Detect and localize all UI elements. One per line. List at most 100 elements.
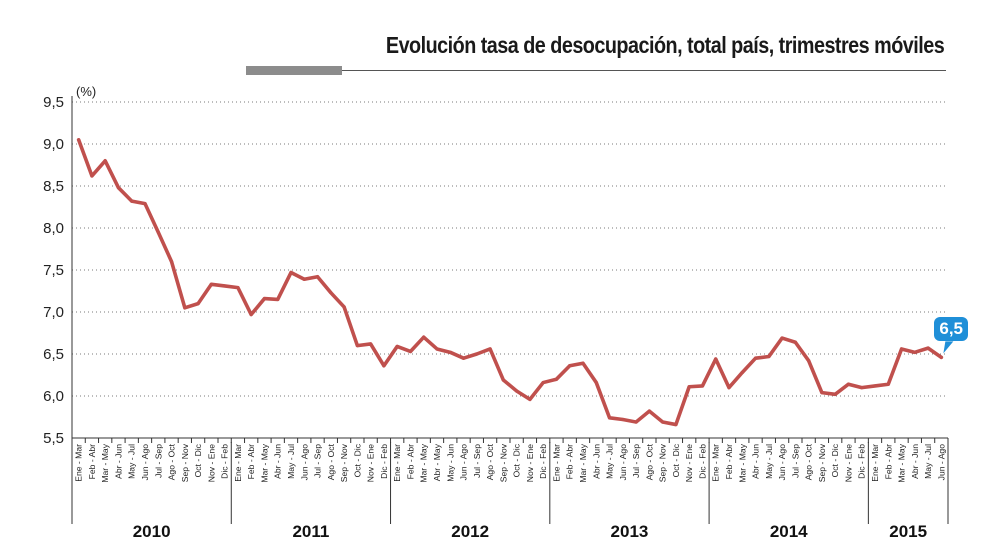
x-tick-label: Feb - Abr [87,444,97,479]
x-tick-label: Oct - Dic [671,443,681,477]
y-tick-label: 9,0 [43,136,64,153]
x-tick-label: Jun - Ago [459,444,469,481]
year-label: 2012 [451,522,489,541]
data-point [183,306,187,310]
x-tick-label: Abr - Jun [113,444,123,479]
x-tick-label: Mar - May [578,443,588,482]
data-point [169,260,174,264]
data-point [607,416,612,420]
x-tick-label: May - Jun [445,444,455,482]
data-point [528,397,532,401]
x-tick-label: Dic - Feb [857,444,867,479]
x-tick-label: Mar - May [419,443,429,482]
x-tick-label: Abr - Jun [273,444,283,479]
data-point [475,352,479,356]
data-point [501,378,505,382]
data-point [740,370,744,375]
x-tick-label: Dic - Feb [220,444,230,479]
x-tick-label: Jun - Ago [140,444,150,481]
data-point [315,275,320,279]
year-label: 2014 [770,522,808,541]
x-tick-label: Nov - Ene [684,444,694,482]
x-tick-label: Mar - May [259,443,269,482]
x-tick-label: Jul - Sep [472,444,482,478]
x-tick-label: Jun - Ago [777,444,787,481]
data-point [767,354,771,359]
x-tick-label: Feb - Abr [724,444,734,479]
y-tick-label: 6,0 [43,388,64,405]
x-tick-label: Jul - Sep [631,444,641,478]
data-point [90,174,94,178]
y-tick-label: 6,5 [43,346,64,363]
x-tick-label: Abr - May [432,443,442,481]
data-point [422,335,426,339]
data-point [913,350,917,354]
last-value-label: 6,5 [934,317,968,342]
x-tick-label: Sep - Nov [817,443,827,482]
data-point [714,357,718,361]
data-point [249,312,253,317]
data-point [581,361,585,365]
data-point [448,350,452,354]
data-point [594,380,598,385]
data-point [262,296,267,301]
data-point [793,340,797,344]
data-point [209,282,213,286]
x-tick-label: May - Jul [286,444,296,479]
data-point [661,420,665,424]
data-point [276,297,280,301]
x-tick-label: Oct - Dic [512,443,522,477]
x-tick-label: Mar - May [897,443,907,482]
data-point [236,286,240,290]
data-point [461,356,466,360]
data-point [820,391,824,395]
year-label: 2010 [133,522,171,541]
x-tick-label: Sep - Nov [658,443,668,482]
series-layer [76,138,954,427]
y-tick-label: 8,5 [43,178,64,195]
x-tick-label: Abr - Jun [751,444,761,479]
x-tick-label: Feb - Abr [565,444,575,479]
x-tick-label: Ago - Oct [326,443,336,480]
x-tick-label: Oct - Dic [193,443,203,477]
y-tick-label: 7,5 [43,262,64,279]
data-point [647,409,651,413]
x-tick-label: Oct - Dic [352,443,362,477]
title-accent-bar [246,66,342,75]
y-tick-label: 8,0 [43,220,64,237]
x-tick-label: Feb - Abr [246,444,256,479]
data-point [926,346,930,350]
data-point [687,385,691,389]
data-point [780,336,784,340]
data-point [621,417,625,422]
data-point [886,382,890,386]
x-tick-label: Dic - Feb [697,444,707,479]
x-tick-label: Abr - Jun [910,444,920,479]
x-tick-label: Jun - Ago [936,444,946,481]
year-labels: 2010 2011 2012 2013 2014 2015 [133,522,927,541]
data-point [289,270,293,275]
data-point [568,364,572,368]
x-tick-label: Jul - Sep [153,444,163,478]
x-tick-label: Ene - Mar [233,444,243,482]
data-point [554,377,559,381]
data-point [395,344,399,349]
x-tick-label: Nov - Ene [525,444,535,482]
chart-title: Evolución tasa de desocupación, total pa… [385,32,945,58]
data-point [515,389,519,393]
x-tick-label: Nov - Ene [843,444,853,482]
data-point [833,392,837,396]
x-tick-label: Jul - Sep [790,444,800,478]
x-tick-label: Ene - Mar [392,444,402,482]
data-point [196,302,200,306]
x-tick-label: Jun - Ago [299,444,309,481]
data-point [873,384,877,388]
x-tick-label: Jul - Sep [313,444,323,478]
data-point [700,384,705,388]
data-point [899,347,904,351]
data-point [130,199,134,203]
data-point [939,355,943,359]
x-tick-label: Sep - Nov [498,443,508,482]
y-tick-labels: 5,5 6,0 6,5 7,0 7,5 8,0 8,5 9,0 9,5 [43,94,64,447]
x-tick-label: Nov - Ene [366,444,376,482]
